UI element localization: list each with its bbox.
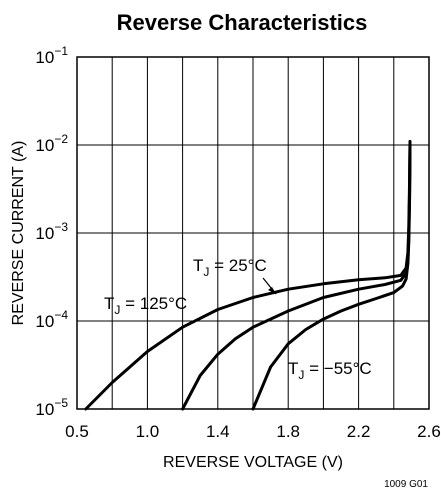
x-tick-label: 1.0 (136, 422, 160, 441)
plot-frame (76, 56, 430, 410)
y-axis-label: REVERSE CURRENT (A) (10, 141, 27, 326)
x-axis-label: REVERSE VOLTAGE (V) (163, 454, 343, 471)
grid-lines (77, 57, 429, 409)
x-tick-label: 1.4 (206, 422, 230, 441)
y-tick-label: 10−5 (35, 396, 68, 419)
series-label: TJ = 125°C (104, 294, 187, 317)
x-tick-label: 2.2 (347, 422, 371, 441)
y-tick-label: 10−4 (35, 308, 68, 331)
figure-code: 1009 G01 (384, 479, 428, 490)
y-tick-label: 10−3 (35, 220, 68, 243)
series-label: TJ = 25°C (193, 256, 267, 279)
y-tick-label: 10−1 (35, 44, 68, 67)
x-tick-labels: 0.5 1.0 1.4 1.8 2.2 2.6 (65, 422, 441, 441)
y-tick-labels: 10−1 10−2 10−3 10−4 10−5 (35, 44, 68, 419)
series-group (84, 139, 412, 411)
x-tick-label: 0.5 (65, 422, 89, 441)
series-label: TJ = −55°C (288, 359, 372, 382)
series-labels: TJ = 125°C TJ = 25°C TJ = −55°C (104, 256, 372, 382)
x-tick-label: 2.6 (417, 422, 441, 441)
chart-title: Reverse Characteristics (117, 10, 368, 35)
annotation-arrow-head (268, 287, 276, 294)
y-tick-label: 10−2 (35, 132, 68, 155)
series-curve (251, 147, 412, 411)
x-tick-label: 1.8 (276, 422, 300, 441)
